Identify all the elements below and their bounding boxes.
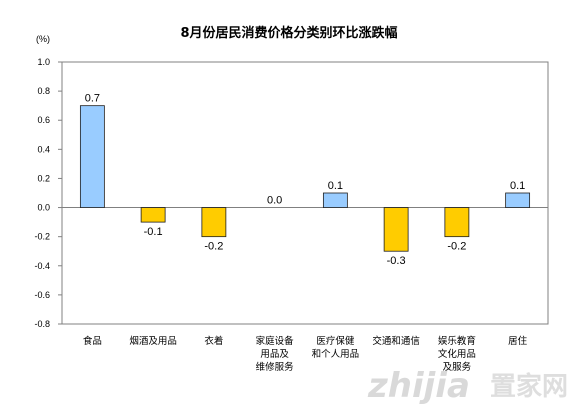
y-tick-label: 1.0 [37,57,50,67]
category-label-3: 用品及 [260,349,289,360]
category-label-6: 及服务 [443,361,472,373]
category-label-1: 烟酒及用品 [129,335,177,347]
y-tick-label: -0.4 [34,261,50,271]
y-tick-label: 0.2 [37,173,50,183]
data-label-3: 0.0 [267,195,282,207]
category-label-3: 维修服务 [256,361,295,373]
y-tick-label: -0.2 [34,232,50,242]
category-label-2: 衣着 [204,335,223,347]
y-tick-label: -0.6 [34,290,50,300]
watermark-text-cjk: 置家网 [490,371,568,402]
y-tick-label: 0.6 [37,115,50,125]
bar-4 [322,192,348,208]
category-label-3: 家庭设备 [256,335,295,347]
y-tick-label: 0.4 [37,144,50,154]
y-tick-label: 0.0 [37,203,50,213]
bar-7 [505,192,531,208]
y-ticks-layer: 1.0 0.8 0.6 0.4 0.2 0.0 -0.2 -0.4 -0.6 -0.8 [34,57,62,329]
bar-5 [383,207,409,252]
bar-0 [79,105,105,208]
category-label-6: 娱乐教育 [438,335,476,347]
bar-2 [201,207,227,238]
data-label-2: -0.2 [204,241,223,253]
category-label-6: 文化用品 [438,348,476,360]
watermark-logo: zhijia 置家网 [367,366,568,406]
data-label-6: -0.2 [447,241,466,253]
category-label-4: 医疗保健 [316,335,355,347]
data-label-7: 0.1 [510,180,525,192]
category-label-7: 居住 [508,335,528,347]
bar-1 [140,207,166,223]
category-label-5: 交通和通信 [372,335,420,347]
data-label-0: 0.7 [85,93,100,105]
data-label-1: -0.1 [144,226,163,238]
data-label-4: 0.1 [328,180,343,192]
category-label-4: 和个人用品 [312,349,360,360]
y-tick-label: -0.8 [34,319,50,329]
watermark-text-latin: zhijia [367,366,470,406]
y-axis-unit: (%) [36,34,50,44]
category-label-0: 食品 [83,335,102,347]
bar-6 [444,207,470,238]
bars-layer: 0.7 -0.1 -0.2 0.0 0.1 -0.3 -0.2 0.1 [62,93,548,267]
plot-frame [61,61,549,325]
data-label-5: -0.3 [387,255,406,267]
chart-title: 8月份居民消费价格分类别环比涨跌幅 [180,25,397,41]
y-tick-label: 0.8 [37,86,50,96]
